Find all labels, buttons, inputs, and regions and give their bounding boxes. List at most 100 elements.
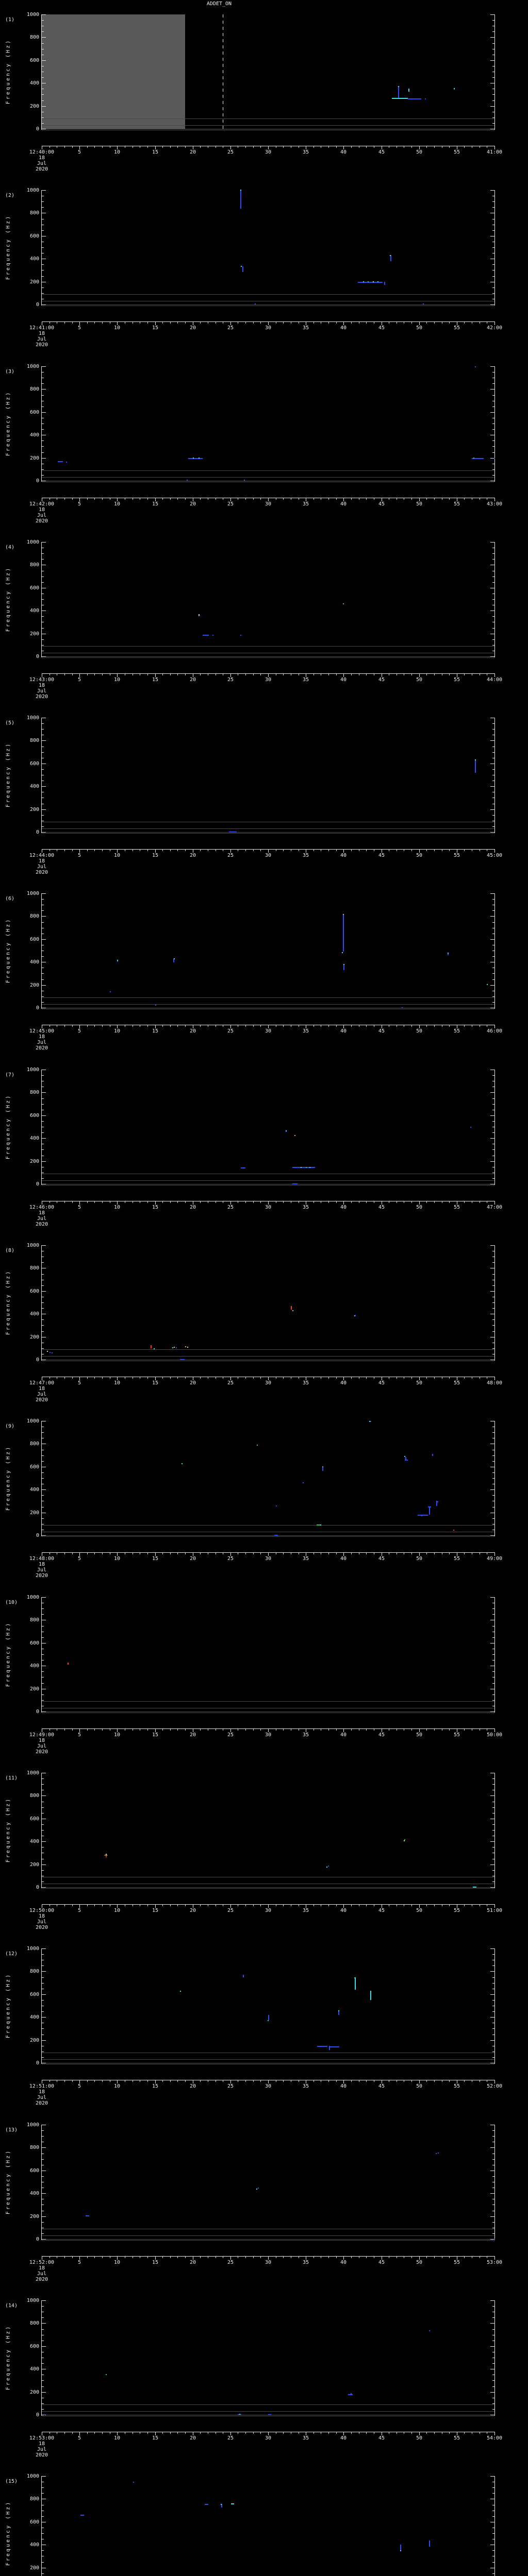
x-tick	[185, 1905, 186, 1906]
y-axis-title: Frequency (Hz)	[5, 2500, 11, 2566]
y-tick	[42, 1711, 46, 1712]
x-tick-label: 25	[227, 1732, 234, 1738]
x-tick	[147, 2080, 148, 2082]
x-tick	[72, 322, 73, 324]
y-tick	[490, 190, 494, 191]
y-tick-label: 1000	[26, 1770, 39, 1776]
x-tick	[260, 2080, 261, 2082]
x-tick	[102, 1729, 103, 1731]
x-tick	[336, 146, 337, 148]
detection-mark	[221, 2504, 222, 2505]
x-tick	[494, 1553, 495, 1556]
x-tick-label: 12:50:00	[29, 1908, 55, 1913]
x-tick	[117, 2080, 118, 2083]
y-tick	[490, 985, 494, 986]
x-tick	[162, 674, 163, 675]
x-tick	[162, 1377, 163, 1379]
y-tick	[490, 1948, 494, 1949]
y-tick	[42, 985, 46, 986]
x-tick	[449, 674, 450, 675]
y-tick	[42, 996, 44, 997]
x-tick	[102, 146, 103, 148]
y-tick	[490, 2346, 494, 2347]
x-axis-date-label: 2020	[35, 1397, 48, 1403]
x-tick	[170, 1377, 171, 1379]
y-tick	[42, 1654, 44, 1655]
x-axis-date-label: Jul	[37, 2271, 47, 2277]
y-tick-label: 600	[29, 1464, 39, 1470]
x-tick-label: 45	[378, 149, 385, 155]
y-tick	[42, 1694, 44, 1695]
y-axis-left	[41, 2125, 42, 2240]
y-tick	[492, 287, 494, 288]
x-tick	[411, 1377, 412, 1379]
x-tick	[185, 498, 186, 500]
x-tick	[200, 1905, 201, 1906]
x-tick	[426, 146, 427, 148]
detection-mark	[320, 1524, 321, 1526]
detection-mark	[240, 190, 241, 191]
x-tick	[268, 2257, 269, 2260]
y-tick-label: 600	[29, 585, 39, 591]
threshold-line	[42, 118, 494, 119]
x-tick	[162, 850, 163, 851]
x-tick	[411, 322, 412, 324]
x-tick-label: 15	[152, 2083, 159, 2089]
x-tick	[351, 1729, 352, 1731]
y-tick-label: 400	[29, 2542, 39, 2548]
threshold-line	[42, 470, 494, 471]
y-tick	[42, 1121, 44, 1122]
x-tick	[494, 2080, 495, 2083]
x-tick	[230, 1905, 231, 1908]
y-axis-right	[494, 2476, 495, 2576]
detection-mark	[329, 2046, 330, 2050]
y-tick	[492, 1870, 494, 1871]
x-tick	[464, 1025, 465, 1027]
y-tick-label: 800	[29, 1617, 39, 1623]
y-tick	[42, 2306, 44, 2307]
y-tick	[42, 1830, 44, 1831]
y-tick	[42, 94, 44, 95]
y-tick	[42, 2136, 44, 2137]
x-tick	[260, 1729, 261, 1731]
x-tick	[200, 2080, 201, 2082]
x-tick	[283, 498, 284, 500]
x-axis-date-label: Jul	[37, 2095, 47, 2100]
x-tick	[283, 1729, 284, 1731]
x-tick	[102, 1025, 103, 1027]
y-tick-label: 800	[29, 2496, 39, 2502]
y-axis-right	[494, 2300, 495, 2416]
y-tick	[42, 2057, 44, 2058]
y-tick	[42, 383, 44, 384]
detection-mark	[180, 1991, 181, 1992]
y-tick	[490, 2392, 494, 2393]
y-tick	[490, 1489, 494, 1490]
y-axis-left	[41, 2476, 42, 2576]
y-tick-label: 0	[36, 2060, 39, 2066]
y-tick	[42, 1432, 44, 1433]
y-axis-right	[494, 1070, 495, 1185]
y-tick	[42, 201, 44, 202]
y-tick	[492, 559, 494, 560]
panel-index-label: (4)	[5, 545, 15, 550]
y-tick	[492, 582, 494, 583]
x-tick-label: 10	[113, 325, 121, 331]
x-tick	[253, 1025, 254, 1027]
x-tick	[230, 1553, 231, 1556]
y-tick	[42, 769, 44, 770]
y-tick	[42, 2516, 44, 2517]
x-tick	[351, 1905, 352, 1906]
detection-mark	[268, 2015, 269, 2020]
y-tick	[492, 1285, 494, 1286]
detection-mark	[151, 1345, 152, 1348]
y-tick-label: 400	[29, 1663, 39, 1669]
threshold-line	[42, 646, 494, 647]
y-axis-title: Frequency (Hz)	[5, 1269, 11, 1335]
x-tick-label: 45	[378, 1380, 385, 1386]
x-axis-date-label: Jul	[37, 1040, 47, 1045]
x-tick-label: 45:00	[486, 853, 503, 858]
x-axis-date-label: 2020	[35, 2100, 48, 2106]
x-tick	[87, 2257, 88, 2258]
x-tick	[170, 2257, 171, 2258]
x-tick	[79, 2257, 80, 2260]
